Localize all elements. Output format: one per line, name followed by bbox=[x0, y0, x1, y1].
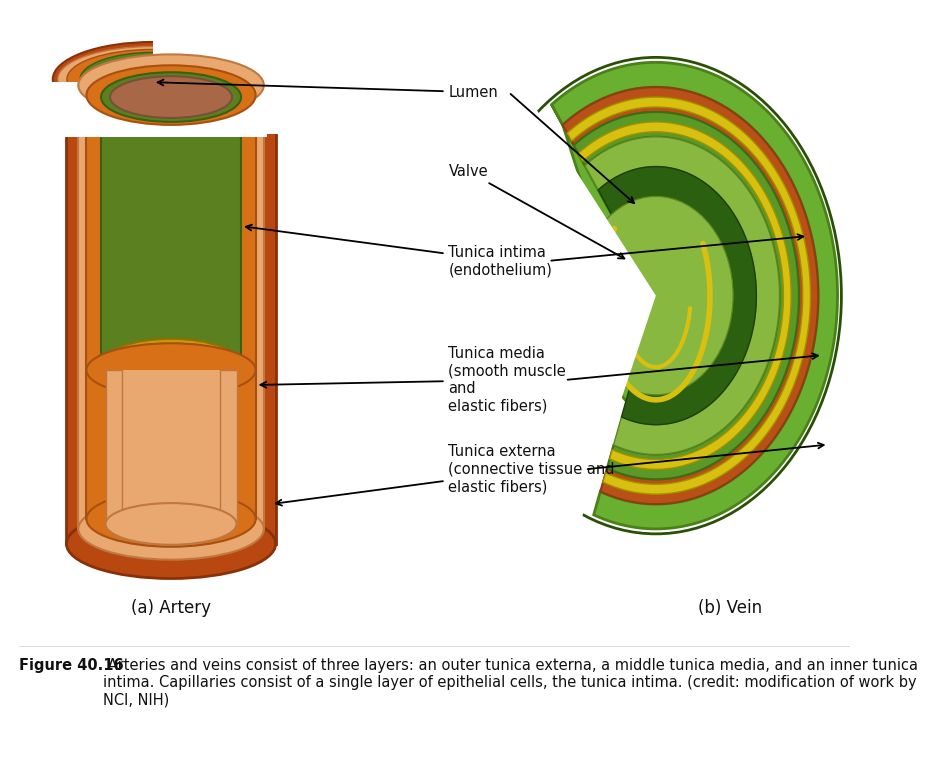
Ellipse shape bbox=[67, 49, 239, 109]
Text: (b) Vein: (b) Vein bbox=[699, 600, 762, 617]
Text: (a) Artery: (a) Artery bbox=[131, 600, 211, 617]
Text: Lumen: Lumen bbox=[157, 80, 499, 99]
Text: Arteries and veins consist of three layers: an outer tunica externa, a middle tu: Arteries and veins consist of three laye… bbox=[102, 658, 918, 708]
Polygon shape bbox=[598, 167, 757, 424]
Bar bbox=[66, 77, 276, 543]
Ellipse shape bbox=[86, 67, 256, 123]
Ellipse shape bbox=[101, 72, 241, 122]
Text: Figure 40.16: Figure 40.16 bbox=[19, 658, 124, 673]
Bar bbox=[39, 82, 266, 136]
Bar bbox=[220, 370, 237, 524]
Text: Tunica media
(smooth muscle
and
elastic fibers): Tunica media (smooth muscle and elastic … bbox=[261, 346, 566, 414]
Ellipse shape bbox=[101, 340, 241, 390]
Ellipse shape bbox=[79, 498, 264, 559]
Text: Tunica intima
(endothelium): Tunica intima (endothelium) bbox=[246, 224, 553, 277]
Polygon shape bbox=[585, 136, 779, 455]
Ellipse shape bbox=[86, 343, 256, 397]
Bar bbox=[79, 85, 264, 529]
Ellipse shape bbox=[101, 339, 241, 391]
Polygon shape bbox=[567, 97, 811, 494]
Ellipse shape bbox=[101, 72, 241, 122]
Polygon shape bbox=[552, 62, 837, 529]
Bar bbox=[86, 95, 256, 519]
Ellipse shape bbox=[110, 77, 232, 118]
Ellipse shape bbox=[80, 52, 226, 106]
Ellipse shape bbox=[94, 58, 212, 101]
Polygon shape bbox=[552, 105, 656, 415]
Ellipse shape bbox=[110, 77, 232, 118]
Wedge shape bbox=[424, 88, 656, 534]
Ellipse shape bbox=[86, 491, 256, 547]
Ellipse shape bbox=[86, 65, 256, 125]
Ellipse shape bbox=[79, 55, 264, 116]
Bar bbox=[153, 24, 294, 134]
Polygon shape bbox=[574, 112, 799, 479]
Ellipse shape bbox=[105, 503, 237, 545]
Text: Valve: Valve bbox=[448, 164, 625, 258]
Bar bbox=[105, 370, 122, 524]
Bar bbox=[105, 370, 237, 524]
Polygon shape bbox=[563, 87, 818, 504]
Ellipse shape bbox=[578, 196, 733, 395]
Ellipse shape bbox=[53, 42, 253, 117]
Ellipse shape bbox=[79, 55, 264, 116]
Polygon shape bbox=[578, 122, 792, 469]
Bar bbox=[101, 97, 241, 365]
Ellipse shape bbox=[66, 509, 276, 578]
Ellipse shape bbox=[58, 46, 248, 112]
Text: Tunica externa
(connective tissue and
elastic fibers): Tunica externa (connective tissue and el… bbox=[276, 444, 615, 506]
Ellipse shape bbox=[66, 42, 276, 112]
Ellipse shape bbox=[86, 65, 256, 125]
